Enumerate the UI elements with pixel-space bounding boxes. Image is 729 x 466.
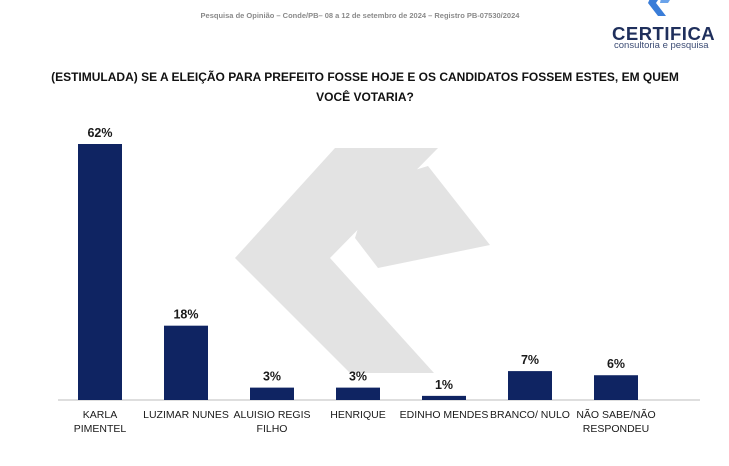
watermark-logo: [235, 148, 490, 373]
category-label-2-0: ALUISIO REGIS: [233, 409, 310, 421]
question-line-1: (ESTIMULADA) SE A ELEIÇÃO PARA PREFEITO …: [51, 70, 679, 84]
category-label-0-0: KARLA: [83, 409, 117, 421]
logo-tagline: consultoria e pesquisa: [614, 40, 709, 51]
category-label-6-0: NÃO SABE/NÃO: [576, 408, 655, 421]
bar-4: [422, 395, 466, 400]
certifica-logo-icon: [648, 0, 670, 16]
certifica-logo: CERTIFICA consultoria e pesquisa: [604, 0, 729, 52]
value-label-2: 3%: [263, 370, 281, 384]
value-label-4: 1%: [435, 378, 453, 392]
value-label-0: 62%: [87, 126, 112, 140]
value-label-5: 7%: [521, 353, 539, 367]
logo-wordmark: CERTIFICA: [612, 23, 716, 44]
category-label-1-0: LUZIMAR NUNES: [143, 409, 229, 421]
bar-3: [336, 387, 380, 400]
bar-1: [164, 325, 208, 400]
category-label-0-1: PIMENTEL: [74, 423, 127, 435]
value-label-1: 18%: [173, 308, 198, 322]
value-label-6: 6%: [607, 357, 625, 371]
value-label-3: 3%: [349, 370, 367, 384]
bar-2: [250, 387, 294, 400]
category-label-6-1: RESPONDEU: [583, 423, 650, 435]
category-label-2-1: FILHO: [257, 423, 288, 435]
category-label-3-0: HENRIQUE: [330, 409, 385, 421]
survey-source-line: Pesquisa de Opinião – Conde/PB– 08 a 12 …: [200, 11, 520, 20]
bar-5: [508, 371, 552, 400]
question-title: (ESTIMULADA) SE A ELEIÇÃO PARA PREFEITO …: [20, 67, 710, 107]
bar-0: [78, 144, 122, 400]
question-line-2: VOCÊ VOTARIA?: [316, 90, 414, 104]
bar-6: [594, 375, 638, 400]
category-label-4-0: EDINHO MENDES: [400, 409, 489, 421]
category-label-5-0: BRANCO/ NULO: [490, 409, 570, 421]
